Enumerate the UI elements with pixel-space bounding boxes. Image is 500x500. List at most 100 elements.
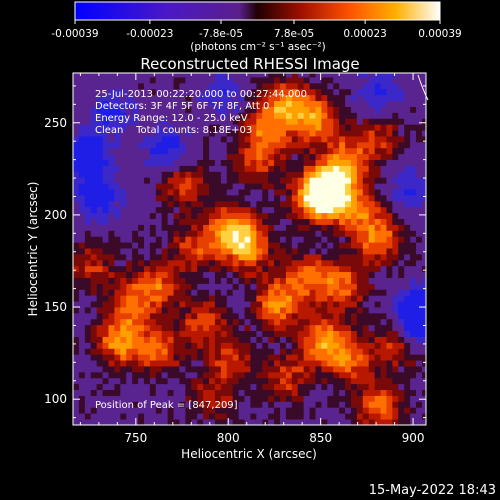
heatmap-cell: [285, 248, 293, 255]
heatmap-cell: [374, 94, 381, 102]
heatmap-cell: [226, 348, 234, 355]
heatmap-cell: [250, 183, 257, 190]
heatmap-cell: [297, 195, 305, 202]
heatmap-cell: [173, 159, 180, 166]
heatmap-cell: [356, 354, 364, 361]
heatmap-cell: [285, 324, 293, 332]
heatmap-cell: [380, 236, 387, 243]
heatmap-cell: [291, 383, 299, 391]
heatmap-cell: [250, 259, 257, 267]
heatmap-cell: [167, 259, 174, 267]
heatmap-cell: [167, 218, 174, 225]
heatmap-cell: [167, 112, 174, 119]
heatmap-cell: [132, 177, 139, 184]
heatmap-cell: [274, 348, 281, 355]
heatmap-cell: [102, 395, 109, 402]
heatmap-cell: [197, 88, 204, 96]
heatmap-cell: [333, 141, 340, 149]
heatmap-cell: [339, 94, 346, 102]
heatmap-cell: [386, 342, 393, 349]
heatmap-cell: [386, 147, 393, 155]
heatmap-cell: [108, 118, 115, 125]
heatmap-cell: [220, 366, 228, 373]
heatmap-cell: [327, 200, 334, 208]
heatmap-cell: [398, 283, 405, 290]
heatmap-cell: [138, 165, 145, 172]
heatmap-cell: [421, 212, 426, 219]
heatmap-cell: [416, 407, 423, 414]
heatmap-cell: [197, 242, 204, 249]
heatmap-cell: [410, 206, 417, 214]
heatmap-cell: [232, 330, 239, 337]
heatmap-cell: [84, 395, 92, 402]
heatmap-cell: [214, 307, 222, 314]
heatmap-cell: [285, 401, 293, 408]
heatmap-cell: [108, 318, 115, 326]
heatmap-cell: [78, 171, 86, 178]
heatmap-cell: [368, 253, 376, 261]
heatmap-cell: [350, 224, 358, 231]
heatmap-cell: [356, 230, 364, 237]
heatmap-cell: [78, 330, 86, 337]
heatmap-cell: [362, 318, 370, 326]
heatmap-cell: [232, 206, 239, 214]
heatmap-cell: [303, 389, 310, 396]
heatmap-cell: [416, 195, 423, 202]
heatmap-cell: [102, 106, 109, 113]
heatmap-cell: [274, 248, 281, 255]
heatmap-cell: [285, 159, 293, 166]
heatmap-cell: [303, 383, 310, 391]
heatmap-cell: [291, 100, 299, 107]
heatmap-cell: [138, 82, 145, 90]
heatmap-cell: [374, 419, 381, 425]
heatmap-cell: [256, 366, 263, 373]
heatmap-cell: [333, 147, 340, 155]
heatmap-cell: [244, 360, 251, 367]
heatmap-cell: [421, 206, 426, 214]
heatmap-cell: [380, 253, 387, 261]
heatmap-cell: [78, 253, 86, 261]
heatmap-cell: [161, 73, 169, 78]
heatmap-cell: [321, 165, 328, 172]
heatmap-cell: [161, 389, 169, 396]
heatmap-cell: [416, 283, 423, 290]
y-tick-label: 100: [44, 392, 67, 406]
heatmap-cell: [179, 77, 186, 84]
heatmap-cell: [149, 77, 157, 84]
heatmap-cell: [161, 377, 169, 385]
heatmap-cell: [238, 342, 245, 349]
heatmap-cell: [191, 136, 198, 143]
heatmap-cell: [321, 336, 328, 343]
heatmap-cell: [209, 230, 216, 237]
heatmap-cell: [90, 312, 98, 320]
heatmap-cell: [155, 324, 163, 332]
heatmap-cell: [84, 265, 92, 273]
heatmap-cell: [90, 360, 98, 367]
heatmap-cell: [203, 73, 210, 78]
heatmap-cell: [238, 147, 245, 155]
heatmap-cell: [155, 165, 163, 172]
heatmap-cell: [238, 377, 245, 385]
heatmap-cell: [238, 82, 245, 90]
heatmap-cell: [161, 360, 169, 367]
heatmap-cell: [143, 289, 151, 296]
heatmap-cell: [143, 136, 151, 143]
heatmap-cell: [386, 236, 393, 243]
heatmap-cell: [410, 289, 417, 296]
heatmap-cell: [203, 324, 210, 332]
heatmap-cell: [410, 389, 417, 396]
heatmap-cell: [321, 200, 328, 208]
heatmap-cell: [238, 136, 245, 143]
heatmap-cell: [256, 130, 263, 137]
heatmap-cell: [250, 106, 257, 113]
heatmap-cell: [321, 389, 328, 396]
heatmap-cell: [155, 283, 163, 290]
heatmap-cell: [120, 136, 127, 143]
heatmap-cell: [155, 312, 163, 320]
heatmap-cell: [274, 401, 281, 408]
heatmap-cell: [179, 342, 186, 349]
heatmap-cell: [303, 147, 310, 155]
heatmap-cell: [73, 218, 80, 225]
heatmap-cell: [285, 283, 293, 290]
heatmap-cell: [368, 224, 376, 231]
